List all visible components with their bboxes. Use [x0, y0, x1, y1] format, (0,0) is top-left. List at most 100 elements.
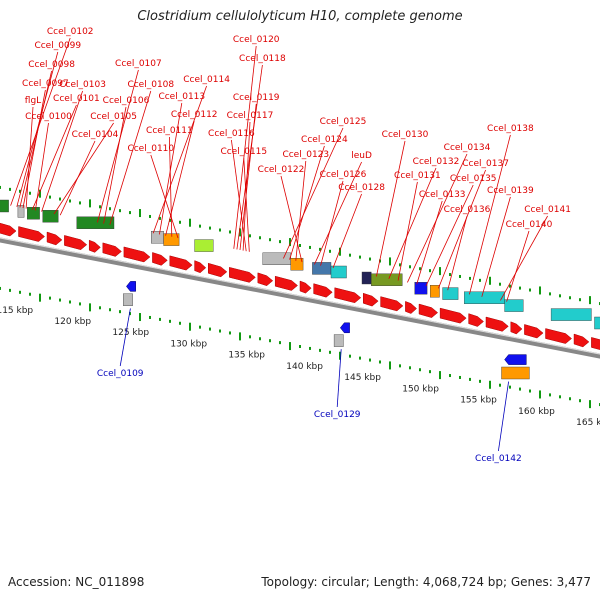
inner-scale-tick [479, 380, 481, 383]
inner-scale-tick [299, 345, 301, 348]
forward-gene-arrow [229, 267, 255, 282]
inner-scale-tick [219, 330, 221, 333]
forward-gene-label: flgL [25, 96, 41, 106]
inner-scale-tick [9, 289, 11, 292]
outer-scale-tick [439, 267, 441, 275]
forward-gene-arrow [64, 235, 86, 249]
inner-scale-tick [189, 323, 191, 331]
cog-category-block [464, 292, 504, 304]
forward-gene-label: leuD [351, 151, 372, 161]
forward-gene-arrow [440, 308, 466, 323]
forward-gene-arrow [47, 232, 62, 245]
inner-scale-tick [509, 386, 511, 389]
inner-scale-tick [349, 355, 351, 358]
scale-label: 160 kbp [518, 407, 555, 417]
outer-scale-tick [459, 275, 461, 278]
forward-gene-label: Ccel_0123 [282, 150, 329, 160]
inner-scale-tick [549, 393, 551, 396]
outer-scale-tick [149, 215, 151, 218]
cog-category-block [263, 253, 291, 265]
reverse-gene-arrow [126, 281, 135, 291]
gene-label-leader [376, 141, 405, 276]
outer-scale-tick [589, 296, 591, 304]
scale-label: 120 kbp [54, 317, 91, 327]
forward-gene-arrow [195, 261, 206, 273]
inner-scale-tick [519, 388, 521, 391]
inner-scale-tick [279, 341, 281, 344]
forward-gene-label: Ccel_0119 [233, 93, 280, 103]
forward-gene-arrow [469, 314, 484, 327]
forward-gene-arrow [275, 276, 297, 290]
inner-scale-tick [259, 337, 261, 340]
outer-scale-tick [139, 209, 141, 217]
scale-label: 140 kbp [286, 362, 323, 372]
forward-gene-label: Ccel_0113 [158, 92, 205, 102]
outer-scale-tick [349, 254, 351, 257]
outer-scale-tick [559, 294, 561, 297]
forward-gene-label: Ccel_0134 [444, 143, 491, 153]
cog-category-block [43, 210, 59, 222]
outer-scale-tick [99, 205, 101, 208]
forward-gene-label: Ccel_0105 [90, 112, 137, 122]
forward-gene-arrow [524, 324, 543, 338]
inner-scale-tick [589, 400, 591, 408]
outer-scale-tick [129, 211, 131, 214]
forward-gene-arrow [511, 322, 522, 334]
forward-gene-arrow [314, 284, 333, 298]
forward-gene-label: Ccel_0107 [115, 59, 162, 69]
forward-gene-arrow [124, 247, 150, 262]
outer-scale-tick [429, 269, 431, 272]
inner-scale-tick [329, 351, 331, 354]
forward-gene-label: Ccel_0139 [487, 186, 534, 196]
forward-gene-label: Ccel_0100 [25, 112, 72, 122]
outer-scale-tick [469, 277, 471, 280]
inner-scale-tick [439, 371, 441, 379]
inner-scale-tick [309, 347, 311, 350]
inner-scale-tick [569, 397, 571, 400]
gene-label-leader [426, 185, 473, 286]
inner-scale-tick [209, 328, 211, 331]
forward-gene-label: Ccel_0124 [301, 135, 348, 145]
cog-category-block [195, 240, 214, 252]
inner-scale-tick [79, 302, 81, 305]
inner-scale-tick [0, 287, 1, 290]
inner-scale-tick [19, 291, 21, 294]
inner-scale-tick [179, 322, 181, 325]
cog-category-block [362, 272, 371, 284]
outer-scale-tick [179, 221, 181, 224]
outer-scale-tick [209, 227, 211, 230]
forward-gene-label: Ccel_0111 [146, 126, 193, 136]
gene-label-leader [17, 52, 58, 207]
outer-scale-tick [409, 265, 411, 268]
inner-scale-tick [29, 293, 31, 296]
forward-gene-label: Ccel_0138 [487, 124, 534, 134]
cog-category-block [0, 200, 9, 212]
forward-gene-label: Ccel_0101 [53, 94, 100, 104]
outer-scale-tick [229, 230, 231, 233]
outer-scale-tick [0, 186, 1, 189]
inner-scale-tick [469, 378, 471, 381]
forward-gene-arrow [405, 301, 416, 313]
reverse-gene-label: Ccel_0129 [314, 410, 361, 420]
inner-scale-tick [489, 381, 491, 389]
outer-scale-tick [79, 201, 81, 204]
inner-scale-tick [149, 316, 151, 319]
outer-scale-tick [549, 292, 551, 295]
inner-scale-tick [429, 370, 431, 373]
reverse-gene-label: Ccel_0142 [475, 454, 522, 464]
gene-label-leader [448, 216, 467, 290]
forward-gene-label: Ccel_0128 [338, 183, 385, 193]
forward-gene-label: Ccel_0098 [28, 60, 75, 70]
outer-scale-tick [369, 258, 371, 261]
cog-category-block [505, 300, 524, 312]
scale-label: 155 kbp [460, 396, 497, 406]
gene-label-leader [283, 128, 343, 258]
forward-gene-label: Ccel_0118 [239, 54, 286, 64]
forward-gene-label: Ccel_0122 [258, 165, 305, 175]
reverse-cog-block [123, 294, 132, 306]
map-title: Clostridium cellulolyticum H10, complete… [0, 9, 600, 24]
outer-scale-tick [299, 244, 301, 247]
gene-label-leader [438, 170, 485, 288]
inner-scale-tick [89, 303, 91, 311]
